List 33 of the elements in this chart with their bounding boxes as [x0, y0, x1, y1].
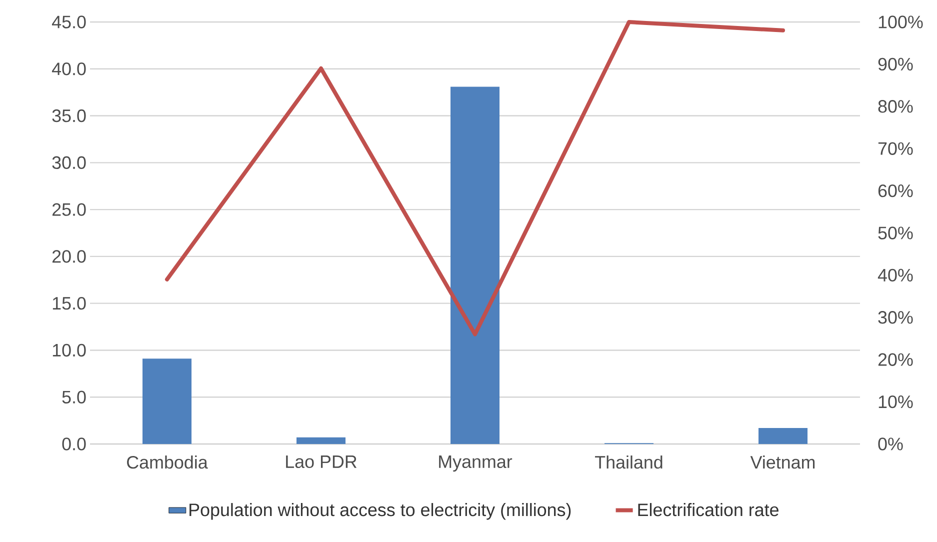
x-tick-label: Lao PDR	[286, 456, 357, 468]
bar	[296, 437, 346, 444]
y-tick-label: 25.0	[52, 203, 86, 216]
y2-tick-label: 10%	[878, 395, 913, 408]
y-tick-label: 20.0	[52, 250, 86, 263]
y2-tick-label: 90%	[878, 58, 913, 71]
legend-label: Electrification rate	[638, 503, 778, 516]
x-tick-label: Vietnam	[750, 456, 815, 469]
y2-tick-label: 80%	[878, 100, 913, 113]
y2-tick-label: 50%	[878, 226, 913, 240]
y-tick-label: 30.0	[52, 156, 86, 170]
bar	[758, 428, 808, 444]
y-tick-label: 0.0	[62, 438, 86, 450]
y2-tick-label: 40%	[878, 268, 913, 282]
y-tick-label: 35.0	[52, 109, 86, 122]
y-tick-label: 45.0	[52, 16, 86, 28]
legend-label: Population without access to electricity (millions)	[190, 503, 571, 520]
y2-tick-label: 100%	[878, 16, 923, 28]
y2-tick-label: 30%	[878, 311, 913, 324]
x-tick-label: Myanmar	[439, 456, 512, 472]
y2-tick-label: 20%	[878, 353, 913, 366]
y2-tick-label: 0%	[878, 438, 903, 450]
y-tick-label: 5.0	[62, 390, 86, 404]
y-tick-label: 15.0	[52, 296, 86, 310]
x-tick-label: Cambodia	[127, 456, 208, 469]
line-series	[165, 20, 786, 336]
y-tick-label: 40.0	[52, 62, 86, 76]
bar	[450, 86, 500, 444]
y2-tick-label: 60%	[878, 184, 913, 198]
bar	[142, 358, 192, 444]
y2-tick-label: 70%	[878, 142, 913, 155]
x-tick-label: Thailand	[595, 456, 662, 469]
y-tick-label: 10.0	[52, 344, 86, 357]
